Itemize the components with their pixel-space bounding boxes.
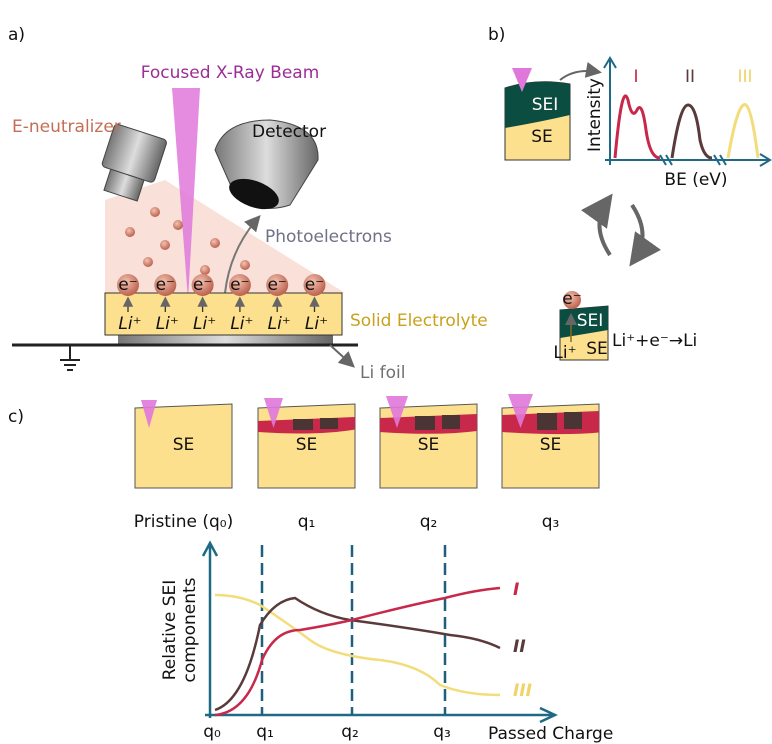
electrolyte-label: Solid Electrolyte: [350, 311, 488, 331]
sample-row: SE Pristine (q₀) SE q₁ SE q₂ SE q₃: [134, 394, 599, 532]
electron-label: e⁻: [562, 289, 581, 309]
sei-brown: [442, 415, 460, 429]
ion-label: Li⁺: [230, 314, 253, 334]
shape: [143, 257, 153, 267]
x-axis-label: Passed Charge: [488, 724, 613, 744]
sei-label: SEI: [577, 311, 604, 331]
y-axis-label: Relative SEI: [160, 580, 180, 681]
intensity-label: Intensity: [585, 78, 605, 152]
sample-body: SE: [418, 435, 440, 455]
shape: [215, 595, 500, 695]
electron-label: e⁻: [118, 275, 137, 295]
electron-label: e⁻: [230, 275, 249, 295]
shape: [173, 220, 183, 230]
curve-label: II: [513, 637, 526, 657]
panel-label: b): [488, 25, 505, 45]
ion-label: Li⁺: [553, 343, 576, 363]
electron-label: e⁻: [267, 275, 286, 295]
foil-label: Li foil: [360, 363, 405, 383]
evolution-plot: [203, 543, 555, 722]
se-label: SE: [531, 127, 553, 147]
panel-label: c): [8, 407, 24, 427]
foil-arrow: [330, 345, 352, 365]
sei-brown: [537, 413, 557, 430]
equation: Li⁺+e⁻→Li: [612, 331, 697, 351]
shape: [210, 238, 220, 248]
detector-label: Detector: [252, 122, 326, 142]
shape: [240, 260, 250, 270]
shape: [160, 240, 170, 250]
peak-label: III: [737, 67, 752, 87]
ion-label: Li⁺: [118, 314, 141, 334]
x-tick-label: q₃: [433, 722, 451, 742]
peak-ii: [672, 105, 712, 158]
sei-brown: [320, 418, 338, 429]
curve-label: I: [513, 580, 519, 600]
photoelectrons-label: Photoelectrons: [265, 227, 392, 247]
shape: [200, 265, 210, 275]
electron-label: e⁻: [193, 275, 212, 295]
sei-brown: [564, 412, 582, 429]
ground-symbol: [60, 345, 80, 370]
ion-label: Li⁺: [305, 314, 328, 334]
x-tick-label: q₀: [203, 722, 221, 742]
shape: [215, 588, 500, 715]
electron-label: e⁻: [156, 275, 175, 295]
curve-label: III: [513, 681, 532, 701]
figure: a) Focused X-Ray Beam E-neutralizer Dete…: [0, 0, 772, 744]
shape: [215, 598, 500, 710]
sample-caption: q₃: [542, 512, 560, 532]
cycle-arrow: [632, 205, 643, 260]
sample-caption: q₁: [298, 512, 316, 532]
sample-caption: q₂: [420, 512, 438, 532]
peak-label: II: [685, 67, 695, 87]
shape: [203, 543, 555, 722]
electron-label: e⁻: [305, 275, 324, 295]
ion-label: Li⁺: [156, 314, 179, 334]
sei-label: SEI: [532, 95, 559, 115]
cycle-arrow: [599, 200, 610, 255]
sei-brown: [293, 419, 313, 430]
x-tick-label: q₂: [341, 722, 359, 742]
neutralizer-label: E-neutralizer: [12, 117, 121, 137]
x-tick-label: q₁: [256, 722, 274, 742]
peak-i: [615, 96, 660, 158]
sample-caption: Pristine (q₀): [134, 512, 233, 532]
y-axis-label: components: [180, 577, 200, 682]
peak-iii: [728, 105, 758, 158]
ion-label: Li⁺: [193, 314, 216, 334]
se-label: SE: [586, 339, 608, 359]
shape: [150, 207, 160, 217]
ion-label: Li⁺: [268, 314, 291, 334]
be-label: BE (eV): [664, 170, 727, 190]
peak-label: I: [633, 67, 638, 87]
panel-label: a): [8, 25, 25, 45]
sei-brown: [415, 416, 435, 430]
shape: [125, 227, 135, 237]
sample-body: SE: [296, 435, 318, 455]
beam-label: Focused X-Ray Beam: [141, 63, 320, 83]
sample-body: SE: [540, 435, 562, 455]
sample-body: SE: [173, 435, 195, 455]
